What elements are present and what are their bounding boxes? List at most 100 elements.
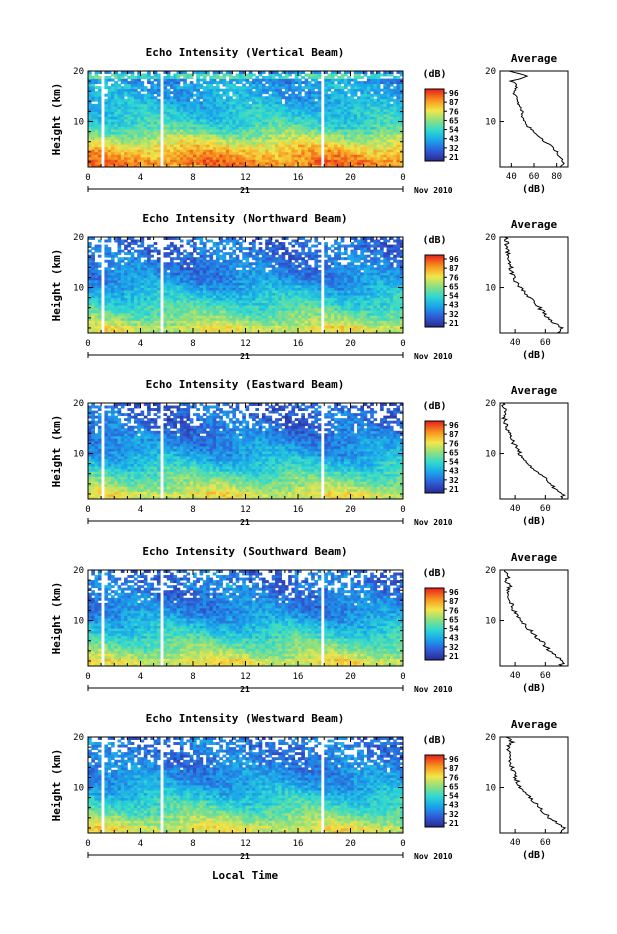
heatmap-cell	[200, 162, 204, 165]
heatmap-cell	[396, 106, 400, 109]
heatmap-cell	[167, 159, 171, 162]
heatmap-cell	[285, 149, 289, 152]
heatmap-cell	[206, 119, 210, 122]
heatmap-cell	[91, 109, 95, 112]
heatmap-cell	[370, 137, 374, 140]
heatmap-cell	[246, 86, 250, 89]
heatmap-cell	[370, 313, 374, 316]
heatmap-cell	[337, 99, 341, 102]
heatmap-cell	[387, 86, 391, 89]
heatmap-cell	[111, 293, 115, 296]
heatmap-cell	[255, 99, 259, 102]
heatmap-cell	[334, 300, 338, 303]
heatmap-cell	[173, 293, 177, 296]
heatmap-cell	[232, 89, 236, 92]
heatmap-cell	[127, 159, 131, 162]
heatmap-cell	[150, 144, 154, 147]
heatmap-cell	[203, 116, 207, 119]
heatmap-cell	[88, 86, 92, 89]
heatmap-cell	[239, 293, 243, 296]
heatmap-cell	[108, 124, 112, 127]
heatmap-cell	[334, 116, 338, 119]
heatmap-cell	[157, 101, 161, 104]
heatmap-cell	[278, 99, 282, 102]
heatmap-cell	[193, 127, 197, 130]
heatmap-cell	[393, 124, 397, 127]
heatmap-cell	[314, 300, 318, 303]
heatmap-cell	[318, 101, 322, 104]
heatmap-cell	[367, 149, 371, 152]
heatmap-cell	[111, 91, 115, 94]
heatmap-cell	[95, 119, 99, 122]
heatmap-cell	[108, 320, 112, 323]
heatmap-cell	[318, 310, 322, 313]
heatmap-cell	[347, 91, 351, 94]
heatmap-cell	[252, 137, 256, 140]
heatmap-cell	[219, 124, 223, 127]
heatmap-cell	[334, 119, 338, 122]
heatmap-cell	[150, 101, 154, 104]
heatmap-cell	[131, 154, 135, 157]
heatmap-cell	[387, 300, 391, 303]
heatmap-cell	[111, 142, 115, 145]
heatmap-cell	[383, 96, 387, 99]
heatmap-cell	[347, 79, 351, 82]
heatmap-cell	[259, 106, 263, 109]
heatmap-cell	[236, 86, 240, 89]
heatmap-cell	[108, 139, 112, 142]
heatmap-cell	[360, 152, 364, 155]
heatmap-cell	[383, 122, 387, 125]
heatmap-cell	[114, 144, 118, 147]
heatmap-cell	[134, 159, 138, 162]
heatmap-cell	[108, 295, 112, 298]
heatmap-cell	[124, 149, 128, 152]
heatmap-cell	[301, 101, 305, 104]
heatmap-cell	[314, 94, 318, 97]
heatmap-cell	[229, 295, 233, 298]
heatmap-cell	[367, 111, 371, 114]
heatmap-cell	[380, 328, 384, 331]
heatmap-cell	[88, 96, 92, 99]
heatmap-cell	[278, 74, 282, 77]
heatmap-cell	[88, 300, 92, 303]
heatmap-cell	[183, 122, 187, 125]
heatmap-cell	[173, 300, 177, 303]
heatmap-cell	[98, 323, 102, 326]
heatmap-cell	[111, 106, 115, 109]
heatmap-cell	[177, 310, 181, 313]
heatmap-cell	[344, 154, 348, 157]
heatmap-cell	[367, 310, 371, 313]
heatmap-cell	[144, 159, 148, 162]
heatmap-cell	[104, 116, 108, 119]
heatmap-cell	[278, 94, 282, 97]
heatmap-cell	[272, 129, 276, 132]
heatmap-cell	[380, 94, 384, 97]
heatmap-cell	[118, 157, 122, 160]
heatmap-cell	[226, 116, 230, 119]
heatmap-cell	[213, 132, 217, 135]
heatmap-cell	[104, 147, 108, 150]
heatmap-cell	[206, 94, 210, 97]
heatmap-cell	[186, 298, 190, 301]
heatmap-cell	[301, 293, 305, 296]
heatmap-cell	[216, 81, 220, 84]
heatmap-cell	[259, 104, 263, 107]
heatmap-cell	[364, 91, 368, 94]
heatmap-cell	[131, 144, 135, 147]
heatmap-cell	[337, 127, 341, 130]
heatmap-cell	[196, 86, 200, 89]
heatmap-cell	[259, 149, 263, 152]
heatmap-cell	[252, 293, 256, 296]
heatmap-cell	[291, 89, 295, 92]
heatmap-cell	[278, 305, 282, 308]
heatmap-cell	[219, 147, 223, 150]
heatmap-cell	[150, 109, 154, 112]
heatmap-cell	[98, 159, 102, 162]
heatmap-cell	[180, 300, 184, 303]
heatmap-cell	[91, 111, 95, 114]
heatmap-cell	[177, 323, 181, 326]
heatmap-cell	[157, 298, 161, 301]
heatmap-cell	[337, 96, 341, 99]
heatmap-cell	[351, 119, 355, 122]
heatmap-cell	[173, 323, 177, 326]
